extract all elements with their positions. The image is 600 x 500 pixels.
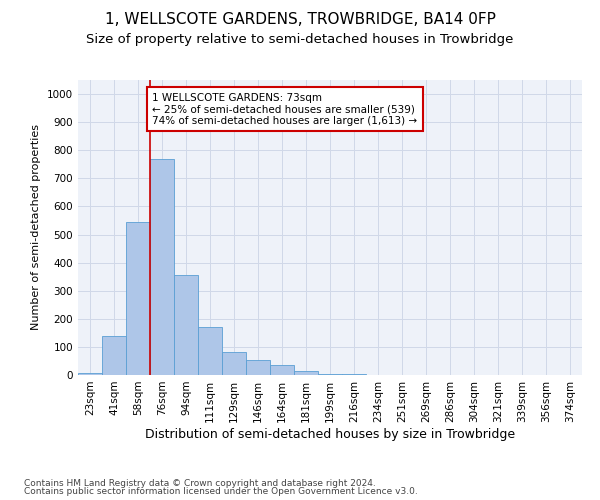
Text: 1, WELLSCOTE GARDENS, TROWBRIDGE, BA14 0FP: 1, WELLSCOTE GARDENS, TROWBRIDGE, BA14 0… xyxy=(104,12,496,28)
Bar xyxy=(150,158,174,375)
Text: Size of property relative to semi-detached houses in Trowbridge: Size of property relative to semi-detach… xyxy=(86,32,514,46)
Bar xyxy=(102,336,126,375)
Text: 1 WELLSCOTE GARDENS: 73sqm
← 25% of semi-detached houses are smaller (539)
74% o: 1 WELLSCOTE GARDENS: 73sqm ← 25% of semi… xyxy=(152,92,418,126)
Bar xyxy=(78,373,102,375)
Bar xyxy=(318,374,342,375)
Text: Contains public sector information licensed under the Open Government Licence v3: Contains public sector information licen… xyxy=(24,487,418,496)
Text: Contains HM Land Registry data © Crown copyright and database right 2024.: Contains HM Land Registry data © Crown c… xyxy=(24,478,376,488)
Y-axis label: Number of semi-detached properties: Number of semi-detached properties xyxy=(31,124,41,330)
Bar xyxy=(270,365,294,375)
Bar xyxy=(246,360,270,375)
Bar xyxy=(294,371,318,375)
Bar xyxy=(126,222,150,375)
Bar xyxy=(222,352,246,375)
X-axis label: Distribution of semi-detached houses by size in Trowbridge: Distribution of semi-detached houses by … xyxy=(145,428,515,440)
Bar xyxy=(198,327,222,375)
Bar xyxy=(174,276,198,375)
Bar xyxy=(342,374,366,375)
